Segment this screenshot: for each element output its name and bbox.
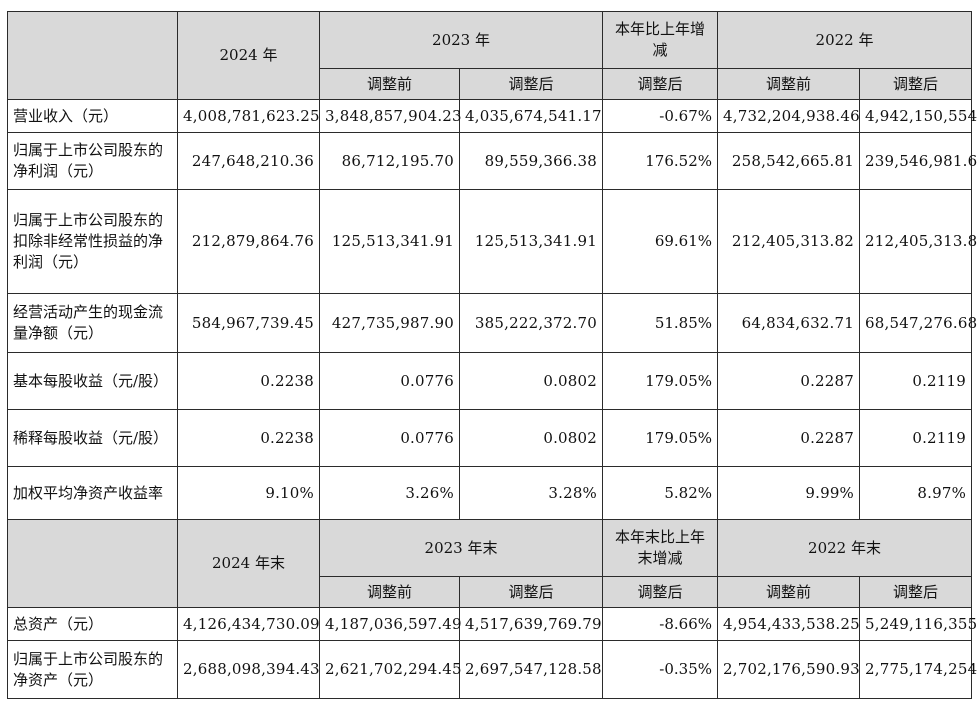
header-item-corner <box>7 11 178 100</box>
cell-2022-before: 212,405,313.82 <box>717 189 861 294</box>
cell-2022-before: 2,702,176,590.93 <box>717 640 861 699</box>
cell-2022-before: 64,834,632.71 <box>717 293 861 353</box>
header-yoy-change: 本年比上年增减 <box>602 11 719 69</box>
header-2023-after: 调整后 <box>458 68 604 100</box>
cell-2023-after: 125,513,341.91 <box>458 189 604 294</box>
cell-2022-after: 5,249,116,355.25 <box>859 607 978 641</box>
table-row: 归属于上市公司股东的净利润（元） 247,648,210.36 86,712,1… <box>7 132 978 190</box>
cell-2023-before: 427,735,987.90 <box>319 293 460 353</box>
header-2022-end-before: 调整前 <box>717 576 861 608</box>
row-label: 基本每股收益（元/股） <box>7 352 178 410</box>
table-row: 基本每股收益（元/股） 0.2238 0.0776 0.0802 179.05%… <box>7 352 973 410</box>
cell-2023-before: 3,848,857,904.23 <box>319 99 462 133</box>
header-2023-end-before: 调整前 <box>319 576 460 608</box>
cell-2023-before: 125,513,341.91 <box>319 189 460 294</box>
cell-2023-before: 86,712,195.70 <box>319 132 460 190</box>
header-item-corner-2 <box>7 519 178 608</box>
cell-2022-after: 8.97% <box>859 466 973 520</box>
header-2022-end-after: 调整后 <box>859 576 973 608</box>
cell-change: 179.05% <box>602 352 719 410</box>
cell-2023-before: 2,621,702,294.45 <box>319 640 462 699</box>
cell-2024: 9.10% <box>177 466 320 520</box>
cell-change: 176.52% <box>602 132 719 190</box>
cell-2024: 4,008,781,623.25 <box>177 99 320 133</box>
cell-2022-after: 212,405,313.82 <box>859 189 978 294</box>
header-2022-after: 调整后 <box>859 68 973 100</box>
cell-2024: 0.2238 <box>177 409 320 467</box>
cell-change: -0.35% <box>602 640 719 699</box>
row-label: 归属于上市公司股东的净资产（元） <box>7 640 178 699</box>
cell-2022-after: 2,775,174,254.38 <box>859 640 978 699</box>
cell-2023-after: 0.0802 <box>458 352 604 410</box>
cell-2024: 212,879,864.76 <box>177 189 320 294</box>
table-row: 经营活动产生的现金流量净额（元） 584,967,739.45 427,735,… <box>7 293 977 353</box>
cell-2023-before: 4,187,036,597.49 <box>319 607 462 641</box>
table-row: 归属于上市公司股东的扣除非经常性损益的净利润（元） 212,879,864.76… <box>7 189 978 294</box>
row-label: 归属于上市公司股东的扣除非经常性损益的净利润（元） <box>7 189 178 294</box>
cell-change: 51.85% <box>602 293 719 353</box>
table-row: 归属于上市公司股东的净资产（元） 2,688,098,394.43 2,621,… <box>7 640 978 699</box>
cell-2024: 247,648,210.36 <box>177 132 320 190</box>
financial-data-table: 2024 年 2023 年 本年比上年增减 2022 年 调整前 调整后 调整后… <box>7 11 978 699</box>
cell-2023-after: 0.0802 <box>458 409 604 467</box>
cell-2023-after: 4,035,674,541.17 <box>458 99 604 133</box>
cell-2023-before: 3.26% <box>319 466 460 520</box>
header-2023: 2023 年 <box>318 11 604 69</box>
header-2022: 2022 年 <box>717 11 973 69</box>
header-yoy-change-end: 本年末比上年末增减 <box>602 519 719 577</box>
cell-2022-after: 239,546,981.67 <box>859 132 978 190</box>
cell-2024: 4,126,434,730.09 <box>177 607 320 641</box>
row-label: 归属于上市公司股东的净利润（元） <box>7 132 178 190</box>
table-row: 营业收入（元） 4,008,781,623.25 3,848,857,904.2… <box>7 99 978 133</box>
cell-2024: 584,967,739.45 <box>177 293 320 353</box>
cell-change: -8.66% <box>602 607 719 641</box>
cell-2022-before: 0.2287 <box>717 409 861 467</box>
row-label: 总资产（元） <box>7 607 178 641</box>
header-2023-end: 2023 年末 <box>318 519 604 577</box>
cell-2022-before: 4,954,433,538.25 <box>717 607 861 641</box>
cell-2023-after: 3.28% <box>458 466 604 520</box>
header-2023-before: 调整前 <box>319 68 460 100</box>
cell-2023-before: 0.0776 <box>319 409 460 467</box>
header-2022-end: 2022 年末 <box>717 519 973 577</box>
header-row-2: 调整前 调整后 调整后 调整前 调整后 <box>8 68 973 100</box>
cell-2023-after: 89,559,366.38 <box>458 132 604 190</box>
row-label: 营业收入（元） <box>7 99 178 133</box>
table-row: 总资产（元） 4,126,434,730.09 4,187,036,597.49… <box>7 607 978 641</box>
cell-2022-before: 0.2287 <box>717 352 861 410</box>
cell-2024: 2,688,098,394.43 <box>177 640 320 699</box>
header-row-4: 调整前 调整后 调整后 调整前 调整后 <box>8 576 973 608</box>
cell-2022-before: 4,732,204,938.46 <box>717 99 861 133</box>
cell-2022-after: 4,942,150,554.17 <box>859 99 978 133</box>
cell-2022-after: 0.2119 <box>859 409 973 467</box>
row-label: 稀释每股收益（元/股） <box>7 409 178 467</box>
cell-2022-before: 258,542,665.81 <box>717 132 861 190</box>
header-change-end-after: 调整后 <box>602 576 719 608</box>
cell-2023-after: 4,517,639,769.79 <box>458 607 604 641</box>
header-2022-before: 调整前 <box>717 68 861 100</box>
cell-2023-after: 2,697,547,128.58 <box>458 640 604 699</box>
cell-2023-after: 385,222,372.70 <box>458 293 604 353</box>
header-2024-end: 2024 年末 <box>177 519 320 608</box>
header-2023-end-after: 调整后 <box>458 576 604 608</box>
cell-2024: 0.2238 <box>177 352 320 410</box>
cell-change: 69.61% <box>602 189 719 294</box>
header-change-after: 调整后 <box>602 68 719 100</box>
table-row: 稀释每股收益（元/股） 0.2238 0.0776 0.0802 179.05%… <box>7 409 973 467</box>
cell-2022-after: 0.2119 <box>859 352 973 410</box>
table-row: 加权平均净资产收益率 9.10% 3.26% 3.28% 5.82% 9.99%… <box>7 466 973 520</box>
row-label: 加权平均净资产收益率 <box>7 466 178 520</box>
cell-2022-before: 9.99% <box>717 466 861 520</box>
header-2024: 2024 年 <box>177 11 320 100</box>
cell-change: 179.05% <box>602 409 719 467</box>
cell-change: 5.82% <box>602 466 719 520</box>
row-label: 经营活动产生的现金流量净额（元） <box>7 293 178 353</box>
cell-change: -0.67% <box>602 99 719 133</box>
cell-2022-after: 68,547,276.68 <box>859 293 977 353</box>
header-row-3: 2024 年末 2023 年末 本年末比上年末增减 2022 年末 <box>7 519 973 608</box>
cell-2023-before: 0.0776 <box>319 352 460 410</box>
header-row-1: 2024 年 2023 年 本年比上年增减 2022 年 <box>7 11 973 100</box>
